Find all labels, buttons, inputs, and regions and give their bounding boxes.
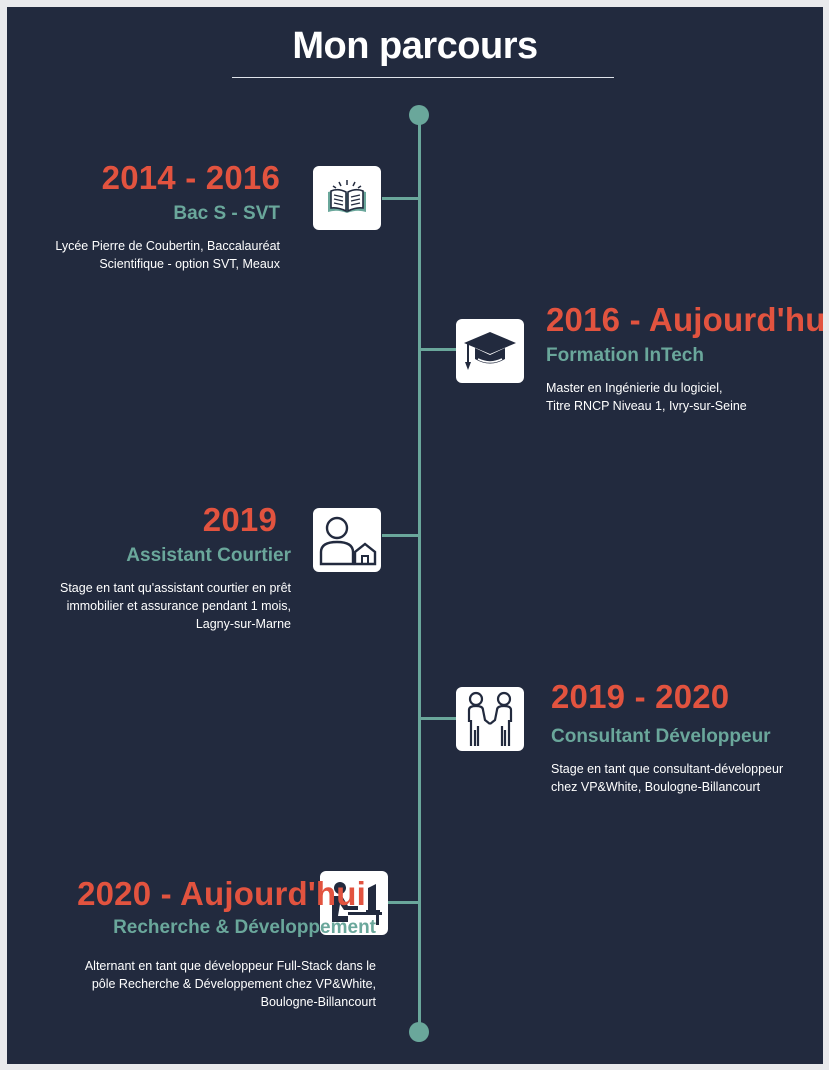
entry-role: Recherche & Développement: [113, 917, 376, 938]
entry-description: Stage en tant que consultant-développeur…: [551, 762, 784, 794]
graduation-cap-icon: [456, 319, 524, 383]
open-book-icon: [313, 166, 381, 230]
title-divider: [232, 77, 614, 78]
connector-1: [382, 197, 420, 200]
developer-desk-icon: [320, 871, 388, 935]
entry-role: Bac S - SVT: [173, 203, 280, 224]
connector-4: [419, 717, 457, 720]
timeline-panel: Mon parcours: [7, 7, 823, 1064]
entry-years: 2019: [202, 501, 277, 538]
entry-description: Alternant en tant que développeur Full-S…: [84, 959, 376, 1009]
entry-role: Consultant Développeur: [551, 726, 771, 747]
timeline-start-dot: [409, 105, 429, 125]
entry-years: 2019 - 2020: [551, 678, 730, 715]
person-house-icon: [313, 508, 381, 572]
entry-years: 2016 - Aujourd'hui: [546, 301, 823, 338]
entry-description: Master en Ingénierie du logiciel, Titre …: [546, 381, 747, 413]
timeline-entry-2020-aujourdhui: 2020 - Aujourd'hui Recherche & Développe…: [77, 875, 376, 1011]
timeline-entry-2014-2016: 2014 - 2016 Bac S - SVT Lycée Pierre de …: [55, 159, 280, 273]
entry-description: Stage en tant qu'assistant courtier en p…: [60, 581, 291, 631]
entry-description: Lycée Pierre de Coubertin, Baccalauréat …: [55, 239, 280, 271]
connector-5: [387, 901, 420, 904]
entry-role: Formation InTech: [546, 345, 704, 366]
timeline-entry-2016-aujourdhui: 2016 - Aujourd'hui Formation InTech Mast…: [546, 301, 823, 415]
connector-3: [382, 534, 420, 537]
entry-role: Assistant Courtier: [126, 545, 291, 566]
page-title: Mon parcours: [292, 25, 538, 67]
connector-2: [419, 348, 457, 351]
entry-years: 2014 - 2016: [101, 159, 280, 196]
timeline-entry-2019: 2019 Assistant Courtier Stage en tant qu…: [60, 501, 291, 633]
timeline-line: [418, 114, 421, 1033]
entry-years: 2020 - Aujourd'hui: [77, 875, 366, 912]
timeline-end-dot: [409, 1022, 429, 1042]
handshake-icon: [456, 687, 524, 751]
timeline-entry-2019-2020: 2019 - 2020 Consultant Développeur Stage…: [551, 678, 783, 796]
